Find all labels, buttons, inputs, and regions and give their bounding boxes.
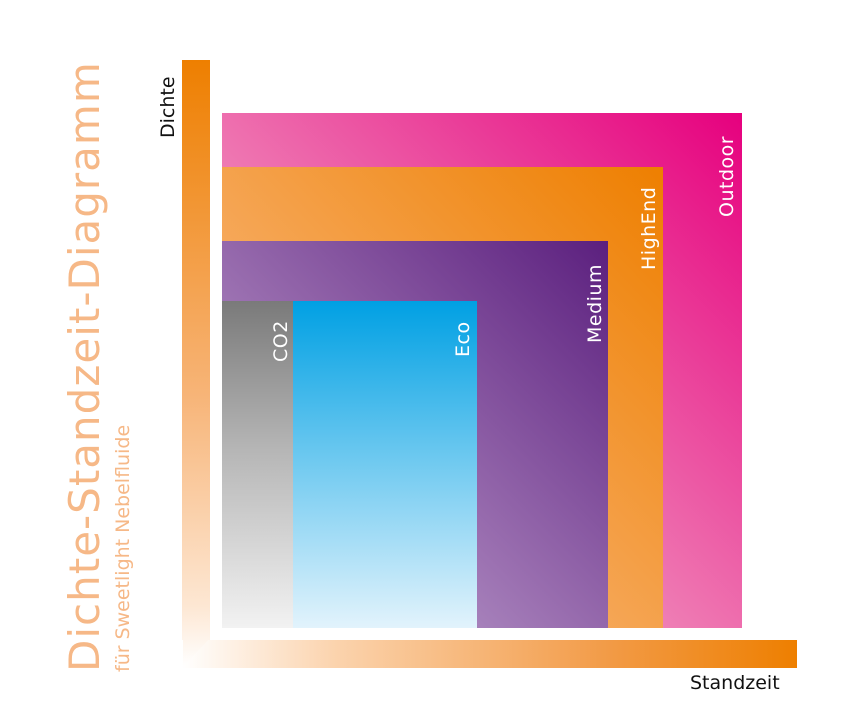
diagram-subtitle: für Sweetlight Nebelfluide bbox=[112, 424, 134, 672]
diagram-title: Dichte-Standzeit-Diagramm bbox=[60, 61, 109, 672]
axis-corner-mask bbox=[183, 60, 209, 667]
label-outdoor: Outdoor bbox=[716, 135, 738, 217]
label-medium: Medium bbox=[584, 264, 606, 343]
label-co2: CO2 bbox=[270, 320, 292, 362]
x-axis-bar bbox=[182, 640, 797, 668]
label-highend: HighEnd bbox=[638, 186, 660, 270]
box-eco bbox=[293, 301, 477, 628]
x-axis-label: Standzeit bbox=[690, 672, 780, 694]
y-axis-label: Dichte bbox=[157, 76, 179, 138]
box-co2 bbox=[222, 301, 293, 628]
label-eco: Eco bbox=[452, 321, 474, 357]
